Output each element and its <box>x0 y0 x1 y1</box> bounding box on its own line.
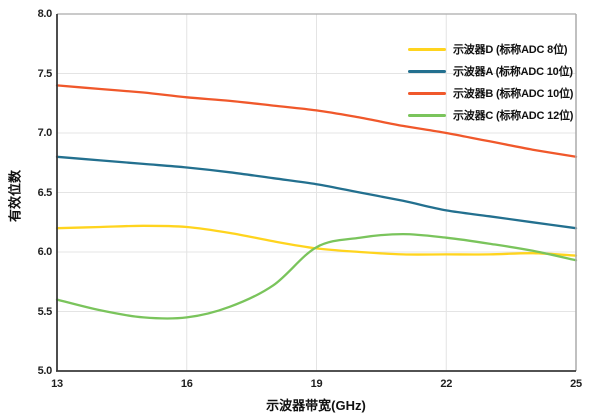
legend-item-scope-c: 示波器C (标称ADC 12位) <box>408 104 573 126</box>
y-tick-label: 6.5 <box>37 186 53 199</box>
x-tick-label: 16 <box>180 378 193 390</box>
x-tick-label: 13 <box>51 378 63 390</box>
legend-item-scope-b: 示波器B (标称ADC 10位) <box>408 82 573 104</box>
legend-line-swatch <box>408 113 446 117</box>
gridlines <box>57 14 576 371</box>
legend-line-swatch <box>408 47 446 51</box>
legend-item-scope-d: 示波器D (标称ADC 8位) <box>408 38 573 60</box>
y-tick-label: 8.0 <box>37 8 53 20</box>
x-tick-label: 25 <box>570 378 582 390</box>
legend-label: 示波器C (标称ADC 12位) <box>453 110 574 122</box>
series-lines <box>55 84 578 320</box>
legend-item-scope-a: 示波器A (标称ADC 10位) <box>408 60 573 82</box>
legend: 示波器D (标称ADC 8位) 示波器A (标称ADC 10位) 示波器B (标… <box>408 38 573 126</box>
legend-line-swatch <box>408 69 446 73</box>
y-tick-label: 7.0 <box>37 127 53 139</box>
y-tick-label: 6.0 <box>37 246 53 258</box>
legend-label: 示波器B (标称ADC 10位) <box>453 88 574 100</box>
y-tick-label: 7.5 <box>37 67 53 80</box>
x-tick-label: 22 <box>440 378 453 390</box>
series-line-3 <box>55 232 578 320</box>
plot-frame <box>56 13 577 372</box>
x-axis-title: 示波器带宽(GHz) <box>266 398 366 413</box>
y-tick-label: 5.5 <box>37 305 53 318</box>
legend-line-swatch <box>408 91 446 95</box>
legend-label: 示波器D (标称ADC 8位) <box>453 44 568 56</box>
y-tick-label: 5.0 <box>37 365 53 377</box>
series-line-1 <box>55 155 578 230</box>
y-axis-title: 有效位数 <box>7 169 23 223</box>
legend-label: 示波器A (标称ADC 10位) <box>453 66 573 78</box>
series-line-2 <box>55 84 578 158</box>
x-tick-label: 19 <box>310 378 323 390</box>
